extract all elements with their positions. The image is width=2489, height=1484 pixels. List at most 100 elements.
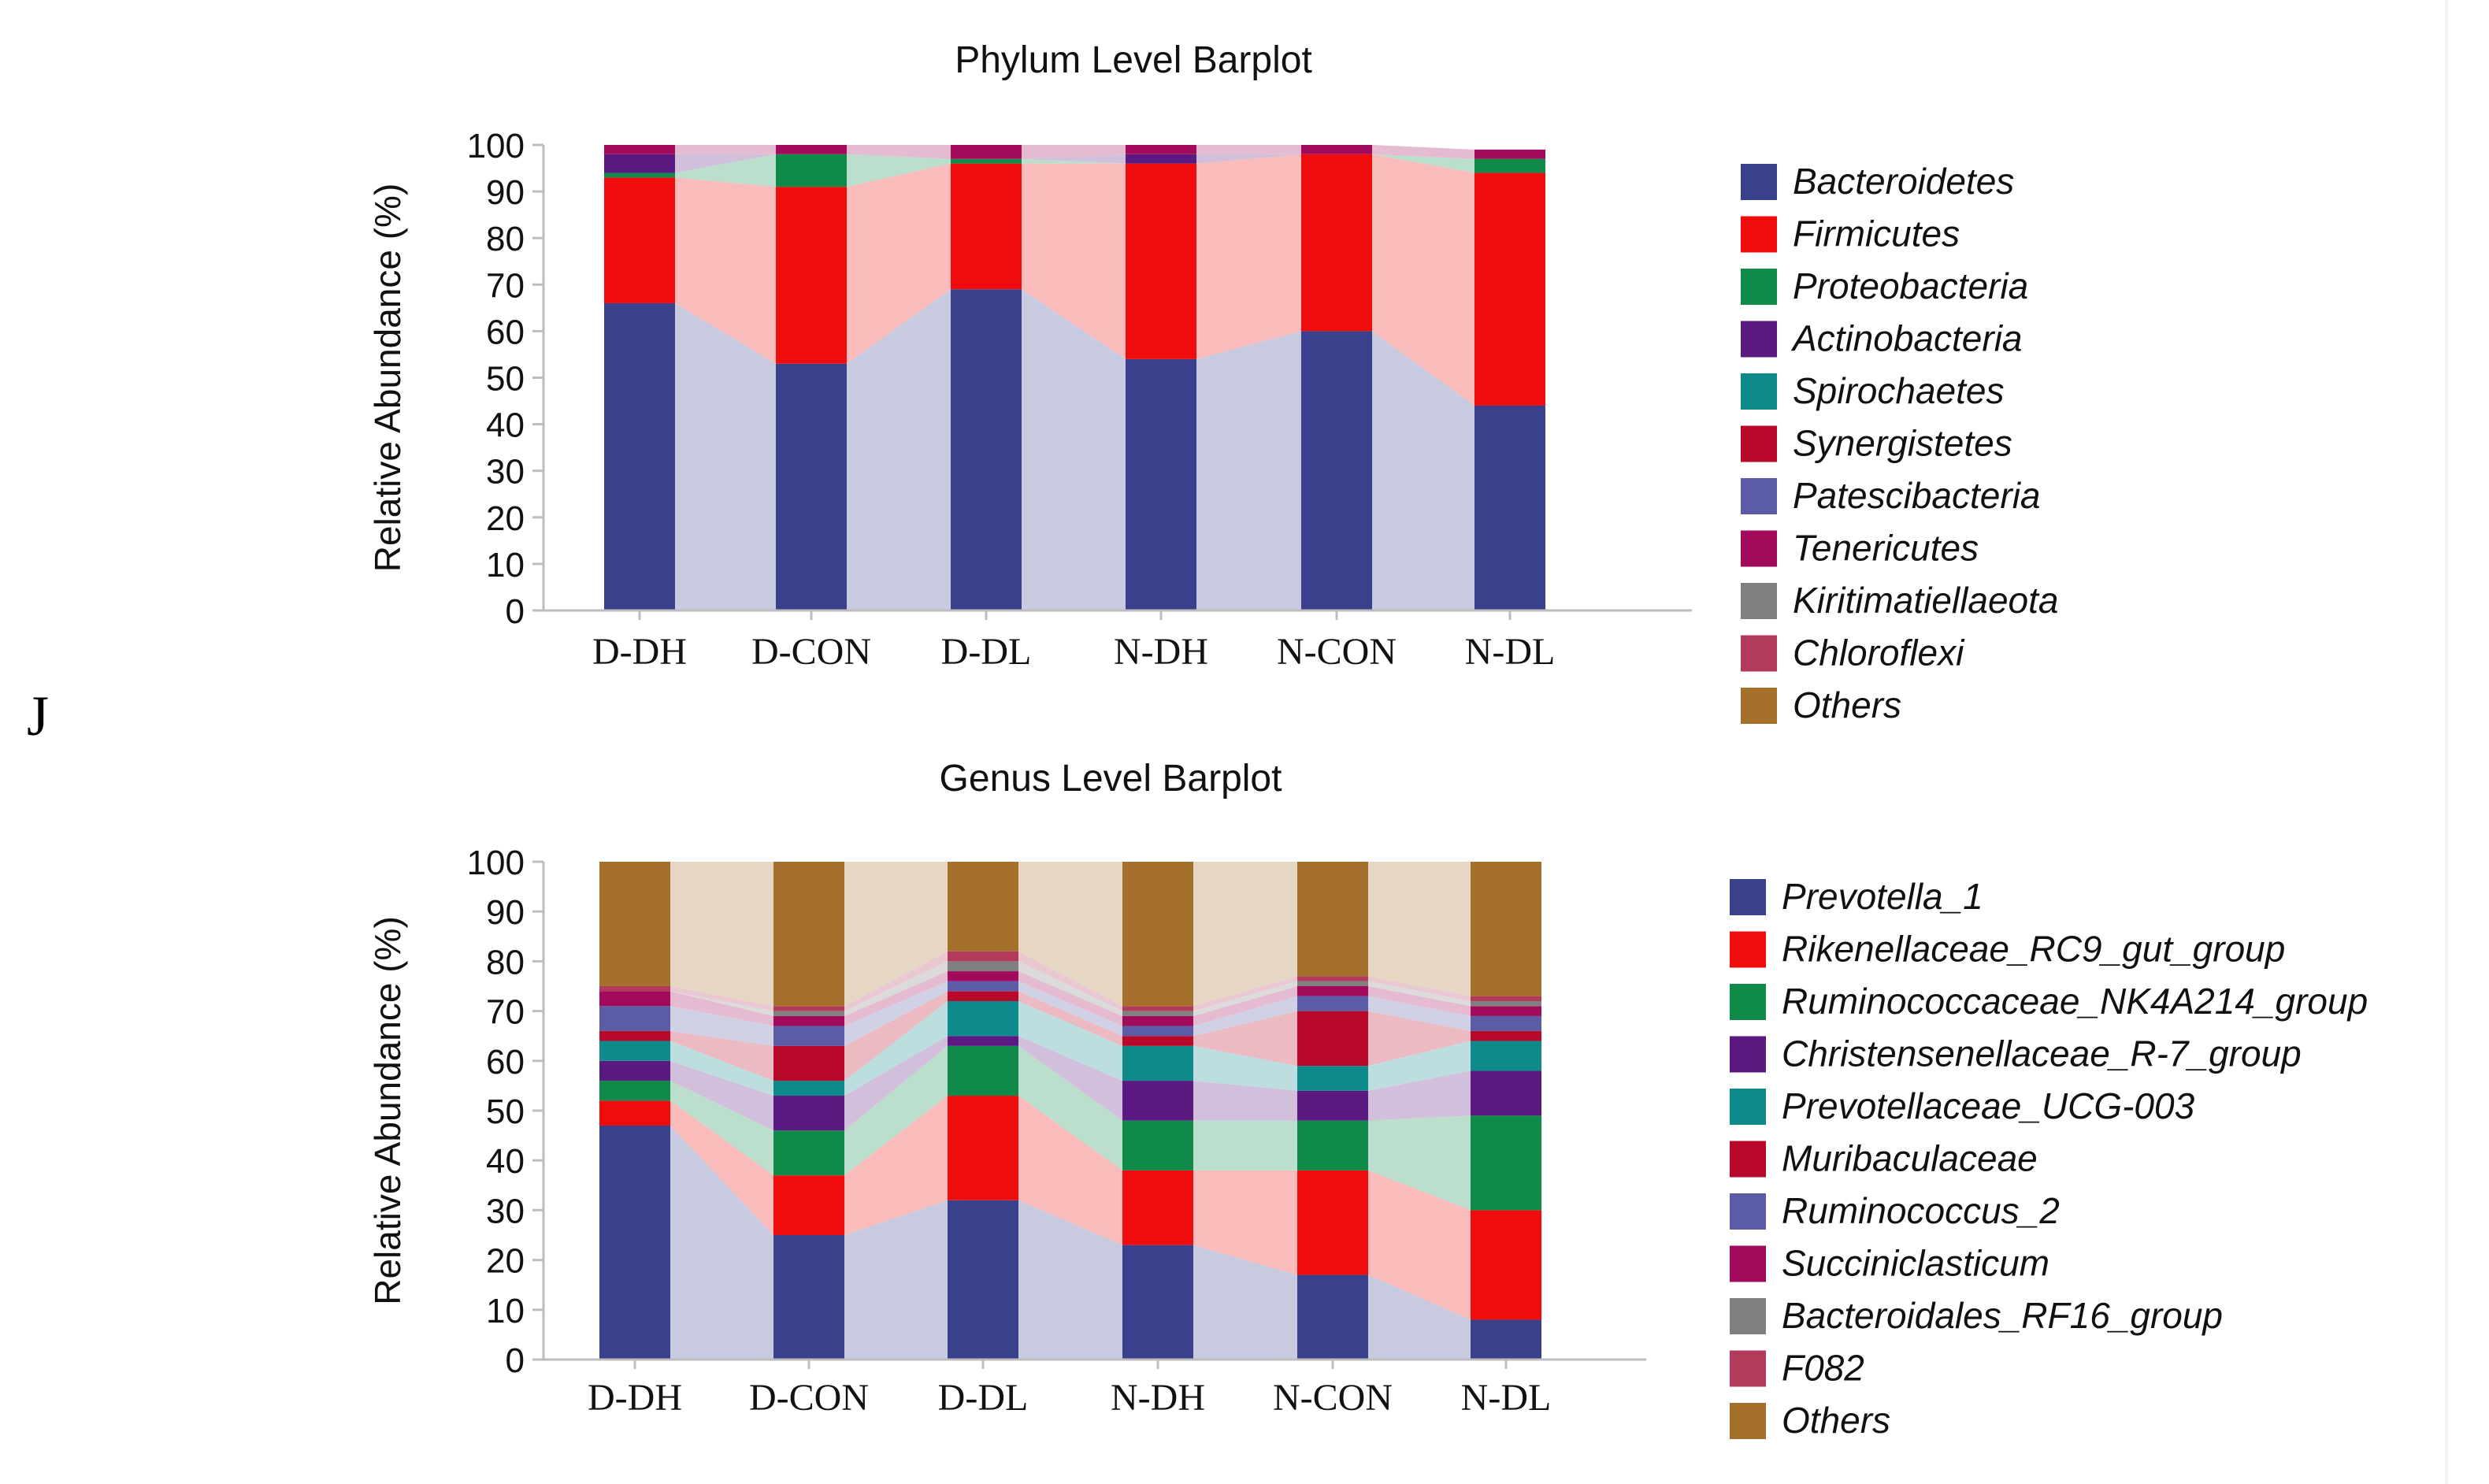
bar-segment-ruminococcaceae-nk4a214-group bbox=[773, 1130, 844, 1176]
bar-segment-ruminococcaceae-nk4a214-group bbox=[599, 1081, 670, 1101]
band-f082 bbox=[670, 986, 773, 1011]
band-succiniclasticum bbox=[1368, 986, 1471, 1016]
bar-segment-prevotellaceae-ucg-003 bbox=[1297, 1066, 1368, 1091]
band-ruminococcaceae-nk4a214-group bbox=[1018, 1045, 1122, 1171]
bar-segment-proteobacteria bbox=[1474, 158, 1545, 173]
bar-segment-others bbox=[948, 862, 1018, 952]
bar-segment-rikenellaceae-rc9-gut-group bbox=[773, 1175, 844, 1235]
band-muribaculaceae bbox=[1193, 1011, 1297, 1067]
band-actinobacteria bbox=[1022, 154, 1126, 164]
connector-bands bbox=[675, 145, 1474, 610]
x-tick-label-n-con: N-CON bbox=[1277, 631, 1397, 673]
bar-segment-tenericutes bbox=[1474, 149, 1545, 159]
legend-swatch-spirochaetes bbox=[1741, 373, 1777, 410]
x-tick-label-n-dh: N-DH bbox=[1114, 631, 1208, 673]
legend-label-succiniclasticum: Succiniclasticum bbox=[1782, 1243, 2049, 1284]
band-prevotellaceae-ucg-003 bbox=[670, 1041, 773, 1096]
bar-segment-bacteroidales-rf16-group bbox=[1297, 981, 1368, 986]
band-tenericutes bbox=[1022, 145, 1126, 159]
bar-segment-succiniclasticum bbox=[1471, 1006, 1541, 1016]
y-tick-label: 70 bbox=[486, 993, 525, 1032]
bar-n-dl bbox=[1471, 862, 1541, 1360]
legend-swatch-bacteroidetes bbox=[1741, 164, 1777, 200]
bar-segment-prevotella-1 bbox=[773, 1235, 844, 1360]
legend: Prevotella_1 Rikenellaceae_RC9_gut_group R… bbox=[1730, 876, 2368, 1441]
bar-segment-prevotella-1 bbox=[1471, 1319, 1541, 1360]
bar-segment-rikenellaceae-rc9-gut-group bbox=[1297, 1170, 1368, 1275]
band-bacteroidetes bbox=[1372, 331, 1474, 610]
bar-segment-proteobacteria bbox=[604, 173, 675, 178]
y-tick-label: 20 bbox=[486, 499, 525, 538]
band-muribaculaceae bbox=[844, 991, 948, 1081]
bar-segment-ruminococcus-2 bbox=[1471, 1015, 1541, 1031]
bar-segment-muribaculaceae bbox=[948, 991, 1018, 1001]
legend-label-rikenellaceae-rc9-gut-group: Rikenellaceae_RC9_gut_group bbox=[1782, 929, 2285, 970]
bar-segment-firmicutes bbox=[776, 187, 847, 364]
legend-label-bacteroidetes: Bacteroidetes bbox=[1793, 161, 2014, 202]
bar-segment-ruminococcaceae-nk4a214-group bbox=[1297, 1120, 1368, 1171]
bar-segment-prevotellaceae-ucg-003 bbox=[1122, 1045, 1193, 1081]
bar-segment-succiniclasticum bbox=[1122, 1015, 1193, 1026]
bar-d-dl bbox=[951, 145, 1022, 610]
bar-segment-tenericutes bbox=[1126, 145, 1196, 154]
band-rikenellaceae-rc9-gut-group bbox=[844, 1096, 948, 1235]
band-ruminococcaceae-nk4a214-group bbox=[844, 1045, 948, 1176]
x-tick-label-d-dl: D-DL bbox=[938, 1377, 1029, 1419]
band-rikenellaceae-rc9-gut-group bbox=[1368, 1170, 1471, 1320]
band-f082 bbox=[1368, 976, 1471, 1001]
bar-segment-succiniclasticum bbox=[599, 991, 670, 1007]
legend-swatch-chloroflexi bbox=[1741, 635, 1777, 672]
bar-segment-f082 bbox=[1122, 1006, 1193, 1011]
band-ruminococcus-2 bbox=[1018, 981, 1122, 1037]
bar-segment-f082 bbox=[599, 986, 670, 992]
band-others bbox=[670, 862, 773, 1007]
band-bacteroidales-rf16-group bbox=[670, 991, 773, 1016]
chart-title: Genus Level Barplot bbox=[940, 758, 1282, 800]
bar-d-con bbox=[773, 862, 844, 1360]
legend-label-prevotellaceae-ucg-003: Prevotellaceae_UCG-003 bbox=[1782, 1085, 2195, 1126]
band-actinobacteria bbox=[1196, 154, 1301, 164]
bar-segment-muribaculaceae bbox=[1297, 1011, 1368, 1067]
band-actinobacteria bbox=[675, 154, 776, 173]
bar-segment-bacteroidetes bbox=[776, 363, 847, 610]
y-tick-label: 20 bbox=[486, 1242, 525, 1281]
bar-segment-f082 bbox=[1297, 976, 1368, 981]
band-ruminococcaceae-nk4a214-group bbox=[670, 1081, 773, 1176]
bar-segment-prevotellaceae-ucg-003 bbox=[599, 1041, 670, 1061]
bar-segment-prevotella-1 bbox=[599, 1125, 670, 1360]
band-bacteroidales-rf16-group bbox=[1193, 981, 1297, 1016]
bar-segment-succiniclasticum bbox=[1297, 986, 1368, 996]
band-prevotella-1 bbox=[1018, 1200, 1122, 1360]
legend-label-proteobacteria: Proteobacteria bbox=[1793, 265, 2028, 306]
y-tick-label: 0 bbox=[506, 592, 525, 631]
y-tick-label: 70 bbox=[486, 266, 525, 305]
band-muribaculaceae bbox=[1018, 991, 1122, 1046]
bar-segment-christensenellaceae-r-7-group bbox=[1122, 1081, 1193, 1121]
band-proteobacteria bbox=[1372, 154, 1474, 173]
legend-label-chloroflexi: Chloroflexi bbox=[1793, 633, 1965, 673]
bar-segment-ruminococcus-2 bbox=[599, 1006, 670, 1031]
bar-segment-proteobacteria bbox=[951, 158, 1022, 164]
bar-segment-ruminococcus-2 bbox=[1122, 1026, 1193, 1037]
bar-segment-firmicutes bbox=[604, 177, 675, 303]
bar-segment-firmicutes bbox=[1126, 163, 1196, 359]
bar-segment-christensenellaceae-r-7-group bbox=[773, 1096, 844, 1131]
bar-segment-muribaculaceae bbox=[599, 1030, 670, 1041]
bar-segment-tenericutes bbox=[951, 145, 1022, 159]
bar-segment-ruminococcaceae-nk4a214-group bbox=[1471, 1115, 1541, 1211]
bar-n-con bbox=[1297, 862, 1368, 1360]
bar-segment-prevotellaceae-ucg-003 bbox=[773, 1081, 844, 1096]
band-christensenellaceae-r-7-group bbox=[1368, 1070, 1471, 1121]
band-rikenellaceae-rc9-gut-group bbox=[1018, 1096, 1122, 1245]
band-bacteroidetes bbox=[1022, 289, 1126, 610]
band-bacteroidetes bbox=[847, 289, 951, 610]
band-christensenellaceae-r-7-group bbox=[1018, 1036, 1122, 1121]
band-ruminococcus-2 bbox=[844, 981, 948, 1046]
bar-d-dl bbox=[948, 862, 1018, 1360]
band-prevotellaceae-ucg-003 bbox=[1368, 1041, 1471, 1091]
band-prevotella-1 bbox=[844, 1200, 948, 1360]
legend-label-bacteroidales-rf16-group: Bacteroidales_RF16_group bbox=[1782, 1295, 2223, 1336]
bar-segment-bacteroidales-rf16-group bbox=[773, 1011, 844, 1016]
legend-label-f082: F082 bbox=[1782, 1348, 1864, 1389]
legend-swatch-muribaculaceae bbox=[1730, 1141, 1766, 1178]
